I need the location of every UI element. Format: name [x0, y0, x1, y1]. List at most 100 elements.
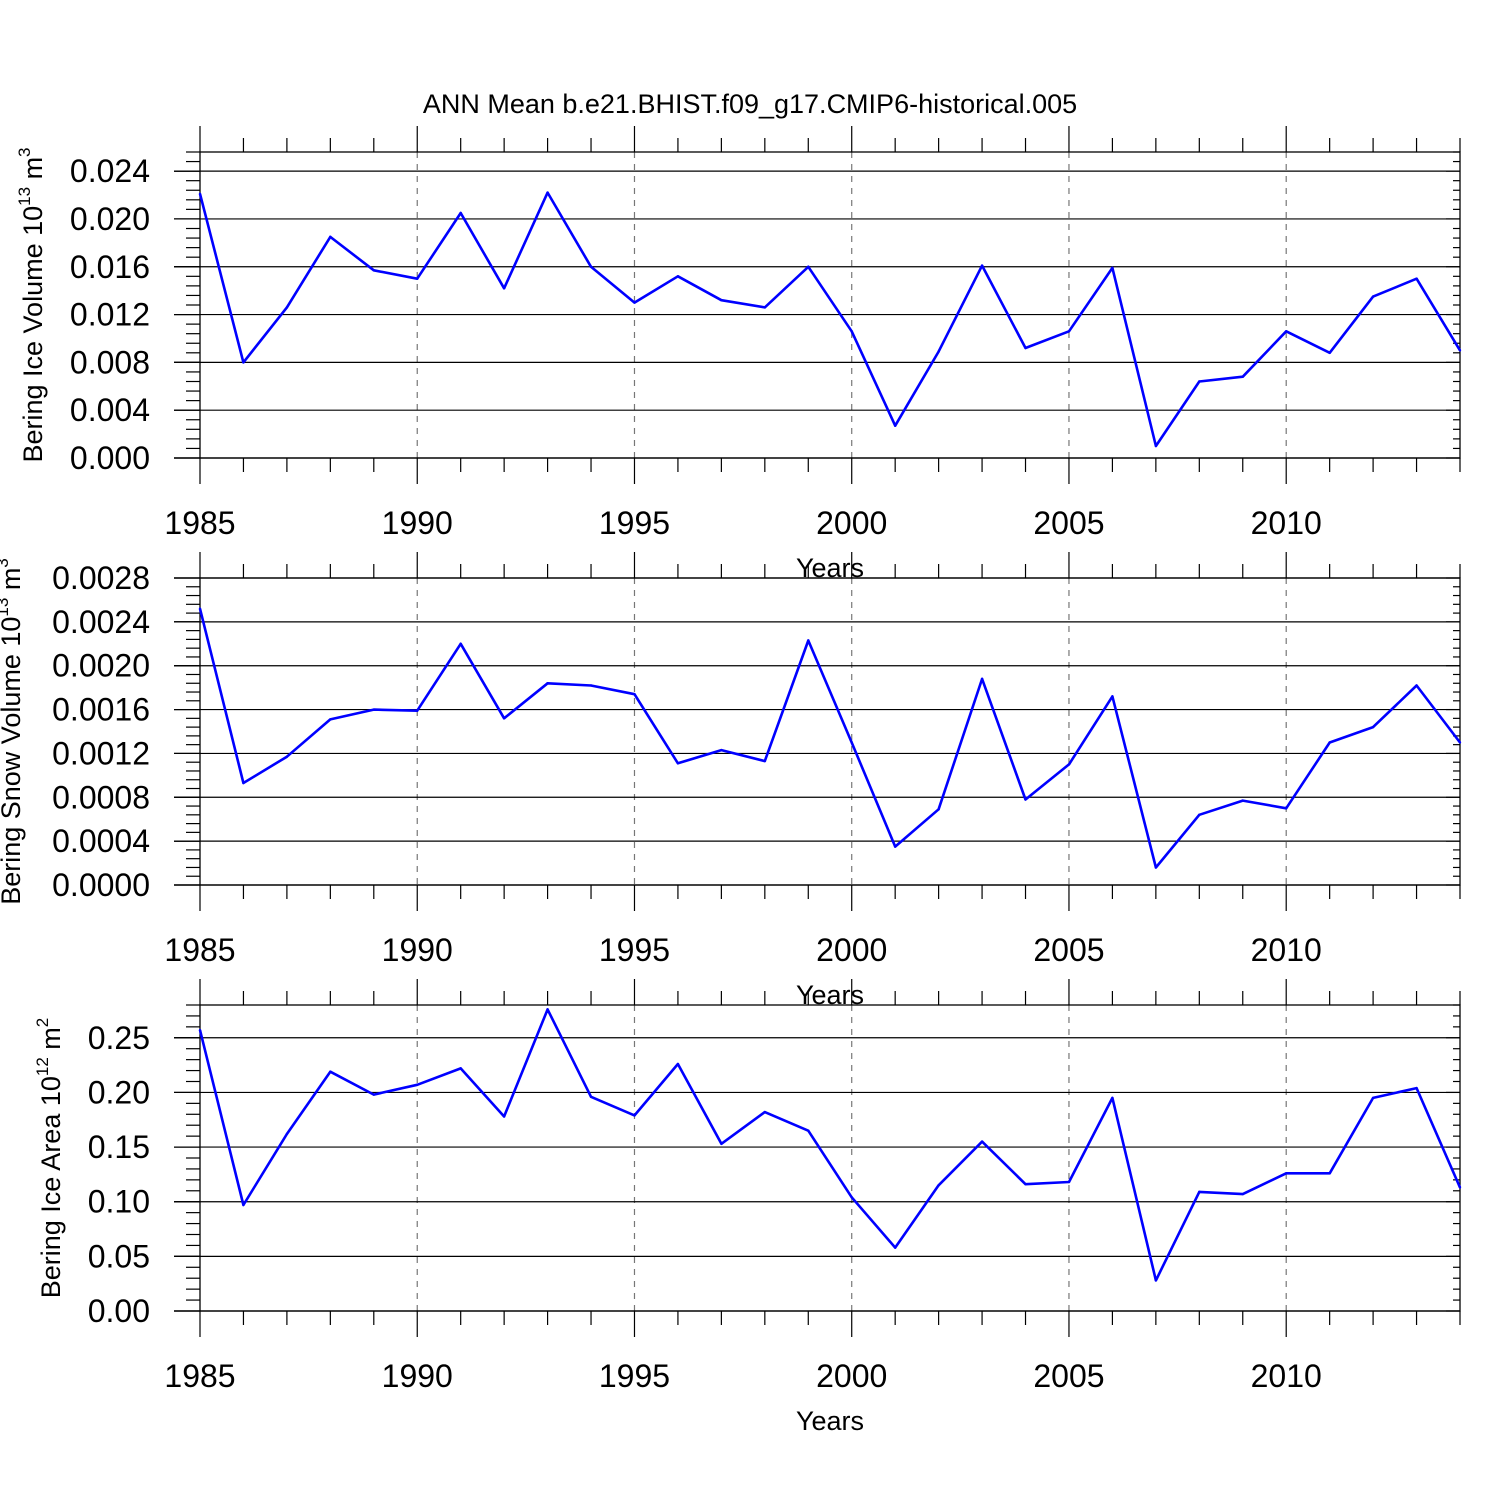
y-tick-label: 0.016: [70, 249, 150, 285]
data-point: [285, 306, 289, 309]
plot-frame: [199, 1004, 1461, 1312]
y-tick-label: 0.0028: [52, 560, 150, 596]
data-point: [285, 755, 289, 758]
x-tick-label: 2010: [1251, 1358, 1322, 1394]
x-tick-label: 1990: [382, 932, 453, 968]
y-tick-label: 0.0004: [52, 823, 150, 859]
y-axis-label-superscript: 3: [0, 558, 12, 567]
plot-frame: [199, 577, 1461, 886]
data-point: [459, 211, 462, 215]
data-point: [1285, 807, 1288, 810]
data-point: [372, 1093, 375, 1096]
panel-3: 1985 1990 1995 2000 2005 2010 Years 0.00 0.05 0.1…: [33, 979, 1462, 1436]
data-point: [807, 265, 810, 268]
data-point: [676, 1062, 680, 1066]
x-tick-label: 2000: [816, 932, 887, 968]
data-point: [980, 1140, 984, 1143]
x-tick-label: 1985: [164, 505, 235, 541]
data-point: [242, 361, 245, 364]
data-point: [720, 1142, 723, 1145]
data-point: [720, 748, 723, 752]
data-point: [329, 718, 332, 721]
x-tick-label: 2000: [816, 1358, 887, 1394]
x-tick-label: 1990: [382, 1358, 453, 1394]
data-point: [1328, 351, 1331, 355]
data-point: [763, 1110, 767, 1114]
data-point: [937, 350, 940, 353]
data-point: [242, 1203, 245, 1207]
data-point: [676, 762, 680, 765]
data-point: [1415, 1086, 1418, 1090]
y-tick-label: 0.0012: [52, 735, 150, 771]
y-tick-label: 0.0020: [52, 648, 150, 684]
y-axis-label-part: Bering Ice Volume 10: [18, 206, 48, 463]
data-point: [1328, 741, 1331, 744]
data-point: [589, 684, 593, 687]
data-point: [502, 717, 506, 720]
y-axis-label-superscript: 3: [15, 147, 34, 156]
data-point: [459, 1067, 462, 1070]
y-tick-label: 0.012: [70, 297, 150, 333]
data-point: [546, 191, 549, 194]
y-axis-label-part: m: [18, 157, 48, 187]
x-tick-label: 2005: [1033, 505, 1104, 541]
y-tick-label: 0.10: [88, 1184, 150, 1220]
data-point: [416, 277, 419, 280]
data-point: [1067, 1180, 1071, 1184]
data-point: [1024, 798, 1027, 801]
x-tick-label: 2005: [1033, 1358, 1104, 1394]
y-tick-label: 0.05: [88, 1238, 150, 1274]
data-series-line: [198, 191, 1462, 448]
data-point: [416, 1083, 419, 1086]
data-point: [1154, 444, 1158, 448]
y-tick-label: 0.20: [88, 1074, 150, 1110]
data-point: [1241, 799, 1244, 802]
data-point: [1415, 684, 1418, 687]
data-point: [198, 1028, 202, 1032]
data-point: [329, 235, 332, 239]
y-tick-label: 0.00: [88, 1293, 150, 1329]
y-axis-label-part: m: [36, 1027, 66, 1057]
chart-title: ANN Mean b.e21.BHIST.f09_g17.CMIP6-histo…: [423, 89, 1077, 119]
y-tick-label: 0.004: [70, 392, 150, 428]
x-tick-label: 1990: [382, 505, 453, 541]
data-point: [1024, 346, 1027, 350]
y-axis-label: Bering Ice Area 1012 m2: [33, 1018, 66, 1299]
data-point: [1328, 1172, 1331, 1175]
data-point: [807, 639, 810, 642]
y-tick-label: 0.020: [70, 201, 150, 237]
data-point: [937, 1184, 940, 1187]
data-point: [416, 709, 419, 712]
x-tick-label: 2000: [816, 505, 887, 541]
data-point: [198, 607, 202, 610]
x-tick-label: 1995: [599, 932, 670, 968]
data-point: [546, 1008, 549, 1011]
data-point: [242, 781, 245, 785]
data-point: [1415, 277, 1418, 280]
x-tick-label: 1985: [164, 1358, 235, 1394]
x-tick-label: 2010: [1251, 932, 1322, 968]
data-point: [893, 845, 897, 848]
y-tick-label: 0.0016: [52, 692, 150, 728]
data-point: [763, 759, 767, 763]
data-point: [720, 299, 723, 302]
data-point: [372, 269, 375, 272]
data-point: [1371, 725, 1375, 729]
data-point: [589, 1095, 593, 1099]
y-tick-label: 0.008: [70, 344, 150, 380]
data-point: [850, 330, 853, 333]
y-tick-label: 0.0024: [52, 604, 150, 640]
data-point: [285, 1132, 289, 1136]
data-point: [676, 275, 680, 278]
data-point: [1285, 1172, 1288, 1175]
data-point: [1198, 813, 1201, 817]
data-point: [633, 1114, 636, 1117]
y-tick-label: 0.25: [88, 1020, 150, 1056]
data-point: [198, 192, 202, 196]
data-point: [1067, 330, 1071, 333]
x-tick-label: 2010: [1251, 505, 1322, 541]
data-point: [589, 265, 593, 268]
data-point: [807, 1129, 810, 1132]
data-point: [980, 677, 984, 681]
x-tick-label: 1985: [164, 932, 235, 968]
